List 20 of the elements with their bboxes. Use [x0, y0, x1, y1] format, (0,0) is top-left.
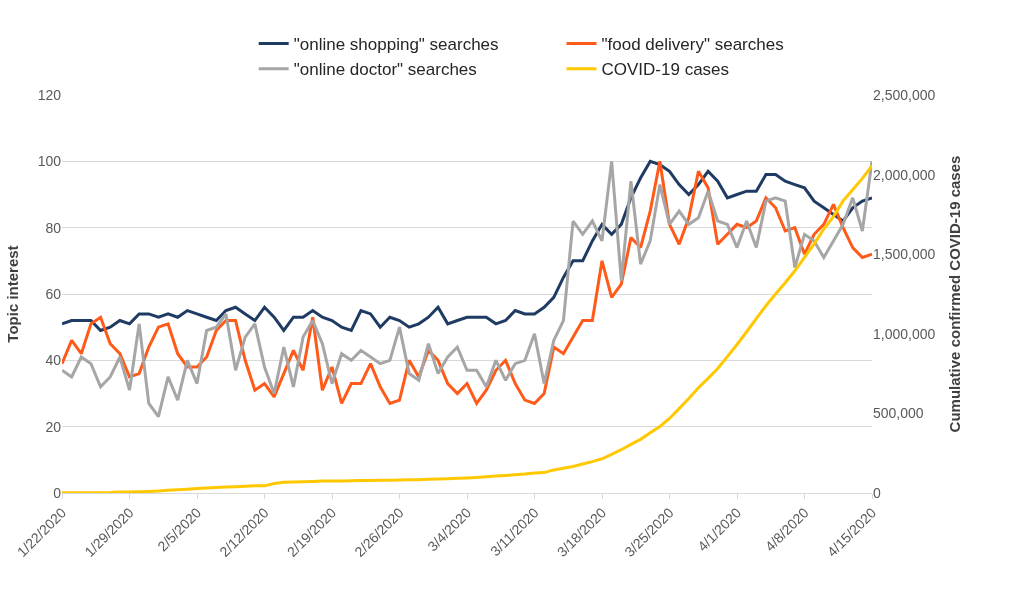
- y-tick-label: 100: [37, 153, 62, 170]
- y2-axis-title: Cumulative confirmed COVID-19 cases: [946, 155, 964, 433]
- legend-label: COVID-19 cases: [601, 60, 730, 80]
- y2-tick-label: 0: [873, 484, 881, 501]
- y-tick-label: 20: [45, 418, 62, 435]
- y-tick-label: 40: [45, 352, 62, 369]
- legend-label: "online shopping" searches: [293, 35, 499, 55]
- y-tick-label: 120: [37, 86, 62, 103]
- y-tick-label: 60: [45, 285, 62, 302]
- line-series: [62, 159, 872, 332]
- y2-tick-label: 1,000,000: [873, 325, 936, 342]
- y-tick-label: 80: [45, 219, 62, 236]
- legend-label: "online doctor" searches: [293, 60, 477, 80]
- y2-tick-label: 1,500,000: [873, 246, 936, 263]
- y2-tick-label: 500,000: [873, 405, 924, 422]
- y-tick-label: 0: [53, 484, 62, 501]
- y-axis-title: Topic interest: [3, 245, 21, 343]
- y2-tick-label: 2,500,000: [873, 86, 936, 103]
- legend-label: "food delivery" searches: [601, 35, 784, 55]
- y2-tick-label: 2,000,000: [873, 166, 936, 183]
